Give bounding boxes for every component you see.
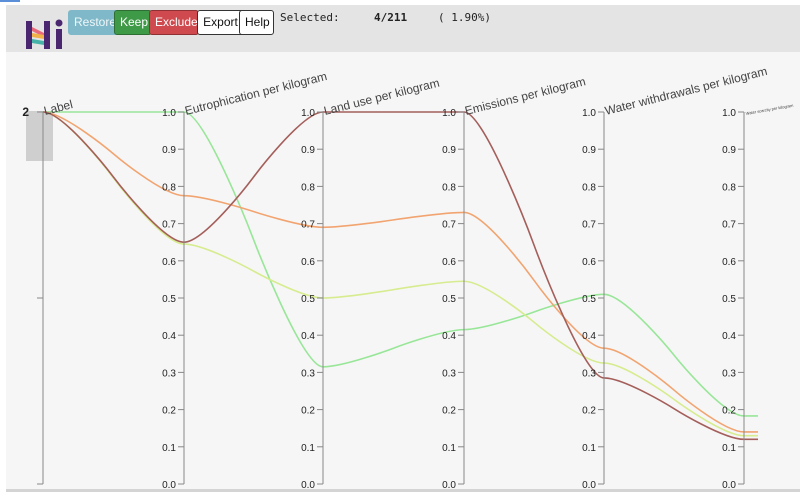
- axis-tick-label: 0.2: [722, 406, 736, 417]
- axis-tick-label: 0.6: [442, 257, 456, 268]
- axis-tick-label: 0.1: [442, 443, 456, 454]
- axis-tick-label: 0.1: [582, 443, 596, 454]
- axis-tick-label: 0.9: [301, 145, 315, 156]
- parallel-plot[interactable]: 2 Label 0.0 0.1 0.2 0.3 0.4 0.5 0.6 0.7 0.8 0.9 1.0 E…: [6, 52, 800, 491]
- axis-tick-label: 0.7: [442, 220, 456, 231]
- data-line[interactable]: [42, 111, 758, 441]
- help-button[interactable]: Help: [239, 10, 274, 35]
- axis-tick-label: 0.7: [162, 220, 176, 231]
- axis-tick-label: 0.1: [162, 443, 176, 454]
- axis-tick-label: 0.0: [162, 480, 176, 489]
- axis-5[interactable]: 0.0 0.1 0.2 0.3 0.4 0.5 0.6 0.7 0.8 0.9 1.0 Water s…: [722, 103, 794, 491]
- data-line[interactable]: [42, 111, 758, 433]
- axis-tick-label: 0.3: [442, 368, 456, 379]
- axis-tick-label: 0.1: [301, 443, 315, 454]
- data-line[interactable]: [43, 111, 758, 417]
- axis-tick-label: 0.3: [582, 368, 596, 379]
- axis-title[interactable]: Water withdrawals per kilogram: [603, 64, 768, 118]
- axis-tick-label: 0.5: [442, 294, 456, 305]
- axis-title[interactable]: Label: [42, 97, 74, 118]
- axis-tick-label: 0.0: [722, 480, 736, 489]
- hiplot-logo-icon: [26, 19, 63, 49]
- axis-tick-label: 0.0: [582, 480, 596, 489]
- axis-tick-label: 0.1: [722, 443, 736, 454]
- axis-3[interactable]: 0.0 0.1 0.2 0.3 0.4 0.5 0.6 0.7 0.8 0.9 1.0 Emissio…: [442, 74, 587, 491]
- keep-button[interactable]: Keep: [114, 10, 152, 35]
- axis-4[interactable]: 0.00.10.20.30.40.50.60.70.80.91.0 Water w…: [582, 64, 769, 491]
- axis-tick-label: 0.0: [442, 480, 456, 489]
- export-button[interactable]: Export: [197, 10, 244, 35]
- axis-0[interactable]: 2 Label: [22, 97, 74, 485]
- axis-title[interactable]: Emissions per kilogram: [463, 74, 587, 118]
- label-axis-brush[interactable]: [26, 111, 53, 161]
- axis-tick-label: 0.5: [722, 294, 736, 305]
- axis-tick-label: 0.4: [722, 331, 736, 342]
- axis-tick-label: 0.9: [442, 145, 456, 156]
- axis-tick-label: 0.8: [301, 182, 315, 193]
- axis-tick-label: 0.9: [722, 145, 736, 156]
- axis-tick-label: 0.5: [301, 294, 315, 305]
- axis-tick-label: 0.9: [582, 145, 596, 156]
- axis-tick-label: 0.6: [722, 257, 736, 268]
- axis-tick-label: 0.4: [582, 331, 596, 342]
- axis-tick-label: 0.2: [162, 406, 176, 417]
- toolbar: Restore Keep Exclude Export Help Selecte…: [6, 5, 800, 52]
- axis-tick-label: 0.2: [442, 406, 456, 417]
- axis-tick-label: 0.3: [162, 368, 176, 379]
- axis-tick-label: 0.2: [582, 406, 596, 417]
- axis-tick-label: 0.8: [442, 182, 456, 193]
- exclude-button[interactable]: Exclude: [149, 10, 199, 35]
- top-accent: [0, 0, 20, 2]
- axis-tick-label: 0.7: [722, 220, 736, 231]
- axis-title[interactable]: Water scarcity per kilogram: [745, 103, 794, 116]
- axis-tick-label: 1.0: [722, 108, 736, 119]
- axis-tick-label: 0.8: [162, 182, 176, 193]
- axis-tick-label: 0.9: [162, 145, 176, 156]
- data-line[interactable]: [42, 111, 758, 437]
- axis-tick-label: 0.4: [301, 331, 315, 342]
- label-axis-tick: 2: [22, 105, 29, 119]
- axis-tick-label: 0.7: [582, 220, 596, 231]
- selected-percent: ( 1.90%): [438, 11, 491, 24]
- axis-tick-label: 0.7: [301, 220, 315, 231]
- axis-tick-label: 0.2: [301, 406, 315, 417]
- axis-tick-label: 1.0: [442, 108, 456, 119]
- axis-tick-label: 0.5: [162, 294, 176, 305]
- axis-tick-label: 1.0: [162, 108, 176, 119]
- axis-1[interactable]: 0.00.10.20.30.40.50.60.70.80.91.0 Eutroph…: [162, 69, 328, 491]
- axis-tick-label: 0.3: [722, 368, 736, 379]
- axis-tick-label: 0.6: [162, 257, 176, 268]
- axis-tick-label: 0.0: [301, 480, 315, 489]
- restore-button[interactable]: Restore: [68, 10, 118, 35]
- axis-tick-label: 0.6: [301, 257, 315, 268]
- axis-tick-label: 0.5: [582, 294, 596, 305]
- axis-tick-label: 0.4: [162, 331, 176, 342]
- axis-tick-label: 0.6: [582, 257, 596, 268]
- axis-tick-label: 1.0: [582, 108, 596, 119]
- axis-tick-label: 0.3: [301, 368, 315, 379]
- axis-tick-label: 0.8: [722, 182, 736, 193]
- divider: [6, 489, 800, 492]
- axis-2[interactable]: 0.00.10.20.30.40.50.60.70.80.91.0 Land us…: [301, 76, 441, 491]
- selected-count: 4/211: [374, 11, 408, 24]
- axis-tick-label: 0.4: [442, 331, 456, 342]
- axis-tick-label: 1.0: [301, 108, 315, 119]
- axis-tick-label: 0.8: [582, 182, 596, 193]
- selected-label: Selected:: [280, 11, 340, 24]
